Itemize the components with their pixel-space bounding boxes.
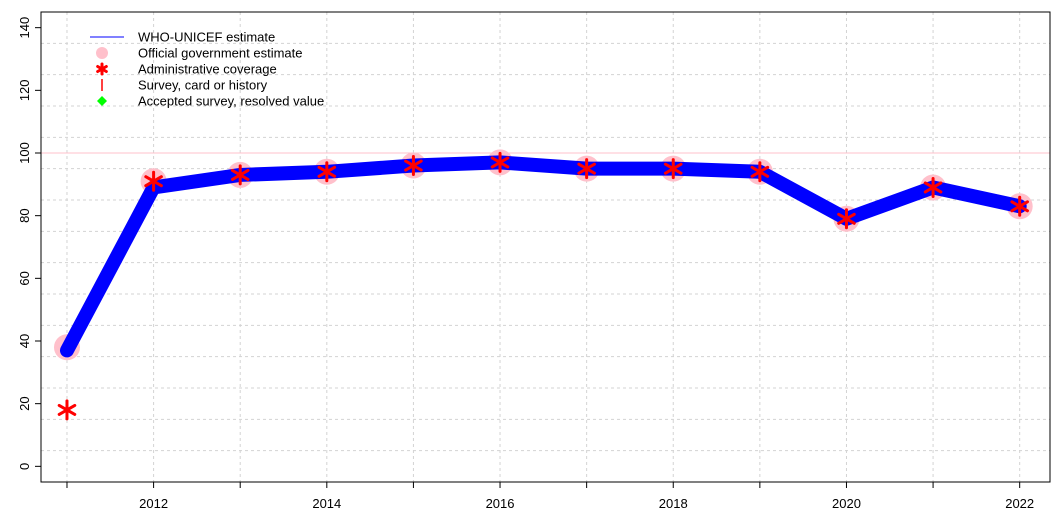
administrative-coverage-point: [577, 158, 596, 180]
axes-layer: 0 20 40 60 80 100 120 140 2012 2014 2016 2018 2020 20…: [17, 17, 1034, 511]
legend-label: Official government estimate: [138, 46, 303, 61]
x-tick-label: 2016: [486, 496, 515, 511]
administrative-coverage-point: [144, 170, 163, 192]
x-tick-label: 2014: [312, 496, 341, 511]
legend-label: Accepted survey, resolved value: [138, 94, 324, 109]
y-tick-label: 40: [17, 334, 32, 348]
legend-label: Survey, card or history: [138, 78, 268, 93]
administrative-coverage-point: [923, 176, 943, 198]
y-tick-label: 140: [17, 17, 32, 39]
y-tick-label: 60: [17, 271, 32, 285]
legend-label: Administrative coverage: [138, 62, 277, 77]
administrative-coverage-point: [837, 208, 856, 230]
administrative-coverage-point: [404, 155, 423, 177]
x-tick-label: 2020: [832, 496, 861, 511]
x-tick-label: 2018: [659, 496, 688, 511]
plot-frame: [40, 11, 1051, 483]
y-tick-label: 0: [17, 463, 32, 470]
legend-circle-symbol: [96, 47, 108, 59]
x-tick-label: 2022: [1005, 496, 1034, 511]
legend-label: WHO-UNICEF estimate: [138, 30, 275, 45]
administrative-coverage-point: [663, 158, 683, 180]
y-tick-label: 20: [17, 396, 32, 410]
administrative-coverage-point: [317, 161, 337, 183]
y-tick-label: 120: [17, 79, 32, 101]
administrative-coverage-point: [490, 151, 510, 173]
y-tick-label: 80: [17, 208, 32, 222]
grid-lines: [41, 11, 1050, 483]
administrative-coverage-point: [230, 164, 250, 186]
series-layer: [53, 149, 1033, 421]
legend-diamond-symbol: [97, 96, 107, 106]
x-tick-label: 2012: [139, 496, 168, 511]
administrative-coverage-point: [750, 161, 770, 183]
administrative-coverage-point: [1010, 195, 1029, 217]
who-unicef-estimate-line: [59, 155, 1027, 358]
administrative-coverage-point: [57, 399, 77, 421]
legend-asterisk-symbol: [96, 62, 108, 76]
y-tick-label: 100: [17, 142, 32, 164]
